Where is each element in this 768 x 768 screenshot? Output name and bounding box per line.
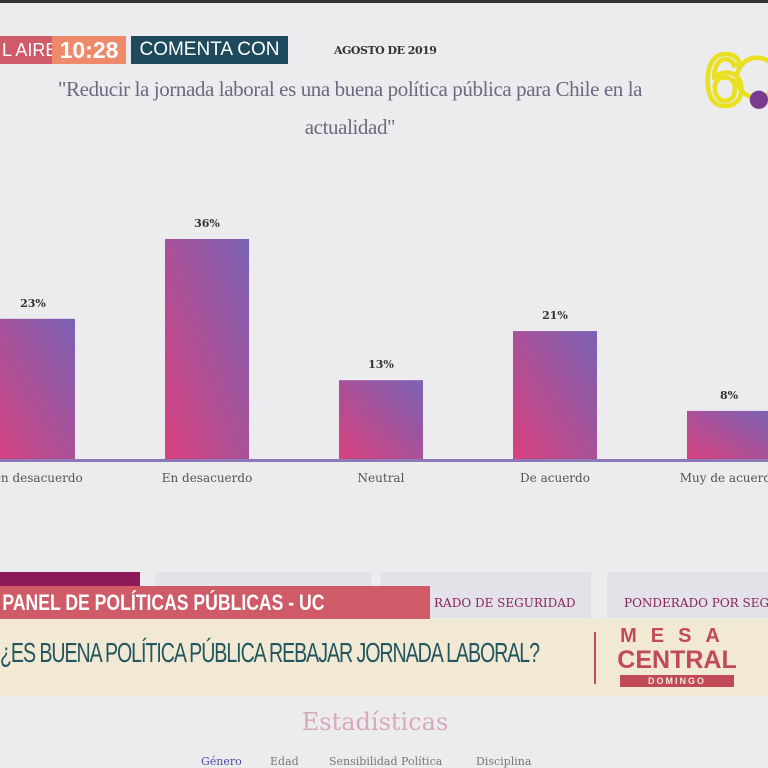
tab-active[interactable] (0, 572, 140, 588)
data-label: 8% (720, 389, 739, 402)
show-logo-line: DOMINGO (620, 675, 734, 687)
tab-label[interactable]: RADO DE SEGURIDAD (434, 596, 576, 610)
data-label: 21% (542, 309, 568, 322)
data-label: 13% (368, 358, 394, 371)
bar (0, 318, 75, 460)
category-label: Neutral (358, 471, 405, 485)
subtab-edad[interactable]: Edad (270, 755, 299, 768)
chart-title-line: "Reducir la jornada laboral es una buena… (57, 77, 643, 101)
subtab-genero[interactable]: Género (201, 755, 242, 768)
category-label: En desacuerdo (162, 471, 253, 485)
show-logo-line: CENTRAL (617, 646, 737, 674)
category-label: De acuerdo (520, 471, 590, 485)
anniversary-logo: 6 (704, 38, 768, 116)
bar-chart: 23% y en desacuerdo 36% En desacuerdo 13% Neu… (0, 217, 768, 485)
comment-badge: COMENTA CON (131, 36, 288, 64)
tab-label[interactable]: PONDERADO POR SEGUR (624, 596, 768, 610)
x-axis (0, 459, 768, 462)
subtab-sensibilidad[interactable]: Sensibilidad Política (329, 755, 443, 768)
subtab-disciplina[interactable]: Disciplina (476, 755, 532, 768)
category-label: Muy de acuerdo (680, 471, 768, 485)
bar (339, 380, 423, 460)
live-badge: L AIRE (0, 36, 52, 64)
top-border (0, 0, 768, 3)
divider (594, 632, 596, 684)
show-logo-line: MESA (620, 625, 734, 647)
lower-third-question: ¿ES BUENA POLÍTICA PÚBLICA REBAJAR JORNA… (0, 637, 540, 668)
category-label: y en desacuerdo (0, 471, 83, 485)
chart-title-line: actualidad" (304, 115, 396, 139)
lower-third-title: PANEL DE POLÍTICAS PÚBLICAS - UC (2, 590, 325, 615)
clock: 10:28 (52, 36, 126, 64)
bar (165, 239, 249, 460)
lower-third-title-bar: PANEL DE POLÍTICAS PÚBLICAS - UC (0, 586, 430, 619)
section-title: Estadísticas (301, 708, 449, 736)
chart-title: "Reducir la jornada laboral es una buena… (0, 70, 700, 146)
show-logo: MESA CENTRAL DOMINGO (612, 624, 742, 690)
bar (513, 331, 597, 460)
svg-text:6: 6 (704, 40, 745, 116)
data-label: 36% (194, 217, 220, 230)
tab-box[interactable] (607, 572, 768, 618)
bar (687, 410, 768, 460)
data-label: 23% (20, 297, 46, 310)
chart-date: AGOSTO DE 2019 (334, 44, 437, 57)
